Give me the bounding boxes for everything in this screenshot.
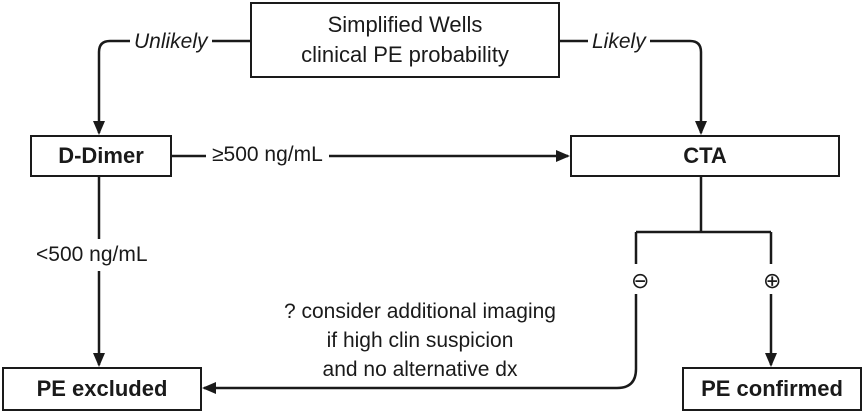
pe-excluded-label: PE excluded bbox=[36, 376, 168, 401]
note-line-1: ? consider additional imaging bbox=[283, 300, 556, 323]
edge-label-likely: Likely bbox=[588, 30, 650, 54]
cta-label: CTA bbox=[683, 143, 727, 168]
note-line-2: if high clin suspicion bbox=[326, 329, 514, 352]
ddimer-label: D-Dimer bbox=[58, 143, 144, 168]
positive-result-symbol: ⊕ bbox=[761, 268, 784, 294]
additional-imaging-note: ? consider additional imaging if high cl… bbox=[250, 297, 590, 384]
ddimer-node: D-Dimer bbox=[30, 135, 172, 177]
note-line-3: and no alternative dx bbox=[322, 358, 518, 381]
edge-label-ddimer-high: ≥500 ng/mL bbox=[206, 143, 329, 167]
pe-excluded-node: PE excluded bbox=[2, 367, 202, 411]
cta-node: CTA bbox=[570, 135, 840, 177]
pe-confirmed-node: PE confirmed bbox=[682, 367, 862, 411]
edge-label-unlikely: Unlikely bbox=[130, 30, 212, 54]
edge-wells-to-cta bbox=[560, 39, 707, 135]
wells-probability-node: Simplified Wells clinical PE probability bbox=[250, 2, 560, 78]
wells-line-2: clinical PE probability bbox=[301, 42, 509, 67]
edge-label-ddimer-low: <500 ng/mL bbox=[32, 239, 152, 271]
edge-cta-negative-to-excluded bbox=[202, 292, 638, 394]
negative-result-symbol: ⊖ bbox=[629, 268, 652, 294]
wells-line-1: Simplified Wells bbox=[327, 12, 483, 37]
pe-confirmed-label: PE confirmed bbox=[701, 376, 843, 401]
edge-cta-split bbox=[634, 177, 773, 264]
edge-wells-to-ddimer bbox=[93, 39, 250, 135]
